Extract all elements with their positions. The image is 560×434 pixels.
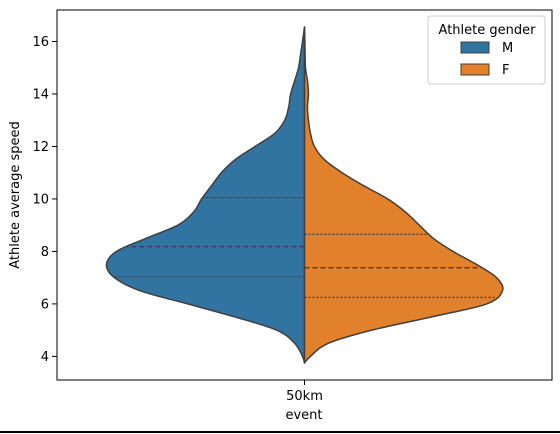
legend-label-f: F — [502, 63, 509, 78]
violin-layer — [105, 26, 504, 364]
x-axis: 50km — [286, 380, 323, 404]
legend: Athlete gender M F — [427, 15, 546, 85]
y-axis-label: Athlete average speed — [8, 121, 23, 268]
violin-half-m — [105, 26, 306, 364]
y-tick-label-6: 6 — [41, 297, 49, 312]
quartile-layer — [113, 196, 495, 298]
y-tick-label-10: 10 — [32, 192, 49, 207]
violin-half-f — [303, 26, 504, 364]
y-tick-label-4: 4 — [41, 350, 49, 365]
legend-swatch-m — [460, 41, 490, 54]
y-tick-label-8: 8 — [41, 245, 49, 260]
bottom-rule — [0, 431, 560, 433]
y-axis: 4 6 8 10 12 14 16 — [32, 35, 57, 365]
y-tick-label-12: 12 — [32, 140, 49, 155]
legend-label-m: M — [502, 41, 513, 56]
legend-swatch-f — [460, 63, 490, 76]
x-axis-label: event — [285, 408, 322, 423]
y-tick-label-14: 14 — [32, 87, 49, 102]
x-tick-label-0: 50km — [286, 389, 323, 404]
y-tick-label-16: 16 — [32, 35, 49, 50]
legend-title: Athlete gender — [439, 23, 537, 38]
